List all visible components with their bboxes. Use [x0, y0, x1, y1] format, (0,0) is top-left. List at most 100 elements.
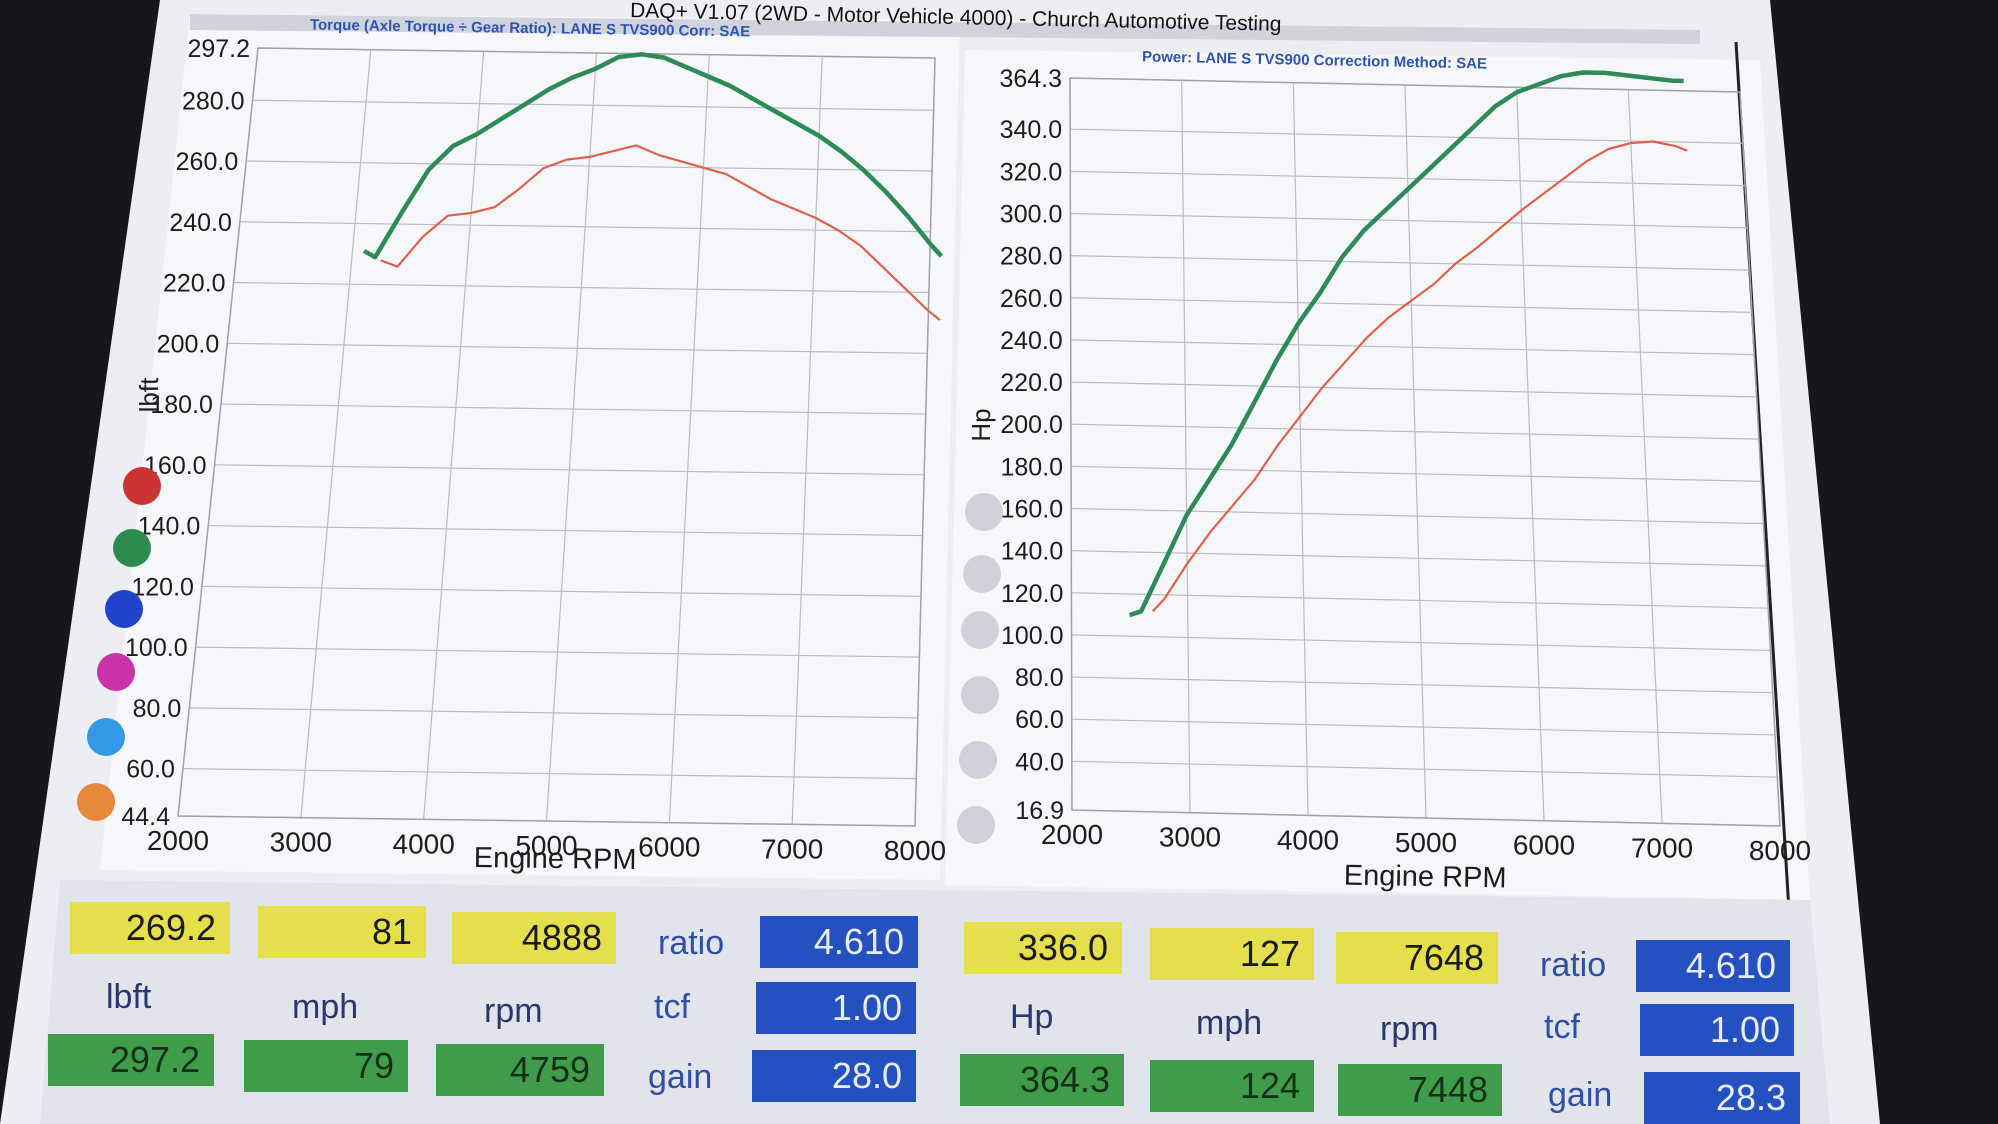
torque-y-tick-label: 200.0	[157, 330, 220, 358]
torque-peak-value: 297.2	[48, 1034, 214, 1086]
torque-peak-mph: 79	[244, 1040, 408, 1092]
power-hgrid	[1070, 381, 1757, 398]
torque-x-tick-label: 4000	[393, 828, 455, 859]
power-plot-frame	[1069, 77, 1781, 827]
torque-ratio-label: ratio	[658, 924, 725, 962]
power-hgrid	[1071, 507, 1764, 525]
power-hgrid	[1070, 128, 1743, 144]
power-legend-dot[interactable]	[963, 555, 1001, 593]
torque-vgrid	[545, 52, 598, 822]
power-legend-dot[interactable]	[957, 806, 995, 844]
torque-legend-dot[interactable]	[77, 783, 115, 821]
torque-x-axis-label: Engine RPM	[474, 842, 637, 876]
power-y-tick-label: 180.0	[1000, 453, 1063, 481]
torque-current-rpm: 4888	[452, 912, 616, 964]
power-hgrid	[1071, 676, 1773, 694]
power-hgrid	[1071, 634, 1771, 652]
power-y-tick-label: 364.3	[999, 65, 1062, 93]
torque-legend-dot[interactable]	[105, 590, 143, 628]
power-peak-value: 364.3	[960, 1054, 1124, 1106]
torque-x-tick-label: 6000	[638, 832, 700, 863]
power-hgrid	[1070, 170, 1746, 187]
power-vgrid	[1181, 80, 1191, 813]
torque-vgrid	[300, 49, 372, 818]
power-gain-label: gain	[1548, 1076, 1613, 1114]
power-legend-dot[interactable]	[961, 676, 999, 714]
power-mph-label: mph	[1196, 1004, 1263, 1042]
torque-x-tick-label: 7000	[761, 833, 823, 864]
power-y-tick-label: 300.0	[1000, 200, 1063, 228]
torque-series-green	[362, 52, 944, 260]
power-y-tick-label: 260.0	[1000, 285, 1063, 313]
power-y-tick-label: 60.0	[1015, 706, 1064, 734]
torque-legend-dot[interactable]	[123, 467, 161, 505]
power-hgrid	[1071, 718, 1776, 736]
torque-peak-rpm: 4759	[436, 1044, 604, 1096]
torque-y-tick-label: 220.0	[163, 270, 226, 298]
torque-hgrid	[189, 707, 918, 719]
torque-legend-dot[interactable]	[87, 718, 125, 756]
torque-hgrid	[246, 160, 933, 172]
torque-x-tick-label: 5000	[515, 830, 577, 861]
power-y-tick-label: 80.0	[1015, 664, 1064, 692]
power-ratio-value: 4.610	[1636, 940, 1790, 992]
torque-legend-dot[interactable]	[97, 653, 135, 691]
power-series-red	[1151, 140, 1688, 613]
torque-y-tick-label: 280.0	[182, 87, 245, 115]
torque-hgrid	[227, 342, 928, 354]
torque-x-tick-label: 3000	[270, 827, 332, 858]
power-x-tick-label: 2000	[1041, 819, 1103, 850]
torque-gain-value: 28.0	[752, 1050, 916, 1102]
power-y-tick-label: 220.0	[1000, 369, 1063, 397]
torque-unit-label: lbft	[106, 978, 152, 1016]
power-hgrid	[1071, 465, 1762, 482]
power-legend-dot[interactable]	[961, 611, 999, 649]
power-y-tick-label: 120.0	[1001, 580, 1064, 608]
torque-hgrid	[182, 768, 917, 780]
power-tcf-value: 1.00	[1640, 1004, 1794, 1056]
torque-hgrid	[195, 646, 920, 658]
torque-tcf-label: tcf	[654, 988, 690, 1026]
power-vgrid	[1627, 89, 1663, 824]
torque-y-tick-label: 297.2	[187, 35, 250, 63]
torque-hgrid	[201, 585, 921, 597]
torque-y-tick-label: 80.0	[133, 695, 182, 723]
torque-hgrid	[220, 403, 926, 415]
torque-vgrid	[423, 51, 485, 820]
torque-y-tick-label: 260.0	[176, 148, 239, 176]
power-x-tick-label: 4000	[1277, 824, 1339, 855]
torque-legend-dot[interactable]	[113, 529, 151, 567]
power-hgrid	[1070, 297, 1753, 313]
torque-hgrid	[214, 464, 925, 476]
power-y-tick-label: 320.0	[1000, 158, 1063, 186]
torque-series-red	[380, 144, 941, 321]
torque-rpm-label: rpm	[484, 992, 543, 1030]
power-legend-dot[interactable]	[959, 741, 997, 779]
torque-vgrid	[668, 54, 710, 823]
power-vgrid	[1404, 84, 1427, 819]
torque-current-value: 269.2	[70, 902, 230, 954]
torque-hgrid	[208, 524, 923, 537]
power-y-tick-label: 280.0	[1000, 243, 1063, 271]
torque-tcf-value: 1.00	[756, 982, 916, 1034]
torque-current-mph: 81	[258, 906, 426, 958]
power-x-tick-label: 6000	[1513, 830, 1575, 861]
power-hgrid	[1070, 423, 1759, 440]
power-tcf-label: tcf	[1544, 1008, 1580, 1046]
torque-y-tick-label: 180.0	[150, 391, 213, 419]
power-legend-dot[interactable]	[965, 493, 1003, 531]
power-hgrid	[1070, 339, 1755, 356]
power-peak-mph: 124	[1150, 1060, 1314, 1112]
torque-hgrid	[233, 281, 929, 294]
torque-y-tick-label: 100.0	[125, 634, 188, 662]
power-y-tick-label: 40.0	[1015, 748, 1064, 776]
torque-vgrid	[791, 56, 823, 825]
torque-x-tick-label: 8000	[884, 835, 946, 866]
power-rpm-label: rpm	[1380, 1010, 1439, 1048]
torque-ratio-value: 4.610	[760, 916, 918, 968]
power-y-tick-label: 16.9	[1015, 797, 1064, 825]
power-hgrid	[1070, 212, 1748, 229]
torque-mph-label: mph	[292, 988, 359, 1026]
